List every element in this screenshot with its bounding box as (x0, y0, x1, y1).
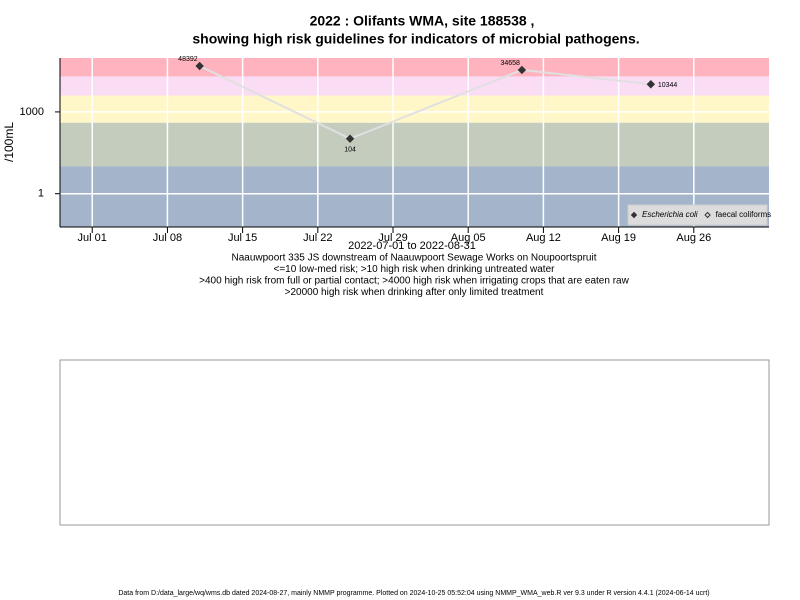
note: Naauwpoort 335 JS downstream of Naauwpoo… (231, 253, 596, 264)
series-line (199, 65, 651, 140)
y-tick-label: 1 (38, 188, 44, 200)
x-tick-label: Aug 12 (526, 232, 561, 244)
x-axis-label: 2022-07-01 to 2022-08-31 (348, 240, 476, 252)
x-tick-label: Jul 29 (378, 232, 407, 244)
data-point (345, 134, 355, 143)
risk-band (60, 122, 769, 167)
note: >400 high risk from full or partial cont… (199, 276, 629, 287)
data-label: 104 (344, 147, 356, 154)
y-tick-label: 1000 (20, 106, 44, 118)
x-tick-label: Aug 19 (601, 232, 636, 244)
x-tick-label: Aug 05 (451, 232, 486, 244)
data-point (195, 61, 204, 71)
data-label: 10344 (658, 82, 678, 89)
legend-box (627, 204, 768, 226)
risk-band (60, 95, 769, 123)
legend-marker (630, 211, 638, 219)
empty-panel (59, 359, 770, 526)
x-tick-label: Jul 15 (228, 232, 257, 244)
y-axis-label: /100mL (2, 122, 16, 162)
risk-band (60, 58, 769, 77)
chart-subtitle: showing high risk guidelines for indicat… (192, 31, 639, 47)
risk-band (60, 76, 769, 96)
note: >20000 high risk when drinking after onl… (285, 287, 544, 298)
legend-label: faecal coliforms (716, 210, 772, 219)
x-tick-label: Jul 01 (78, 232, 107, 244)
footer: Data from D:/data_large/wq/wms.db dated … (118, 590, 709, 597)
x-tick-label: Aug 26 (676, 232, 711, 244)
data-label: 48392 (178, 56, 198, 63)
legend-marker (704, 211, 711, 219)
chart-title: 2022 : Olifants WMA, site 188538 , (310, 13, 535, 29)
legend-label: Escherichia coli (642, 210, 698, 219)
data-point (517, 65, 527, 75)
data-label: 34658 (500, 60, 520, 67)
x-tick-label: Jul 22 (303, 232, 332, 244)
data-point (646, 80, 656, 89)
note: <=10 low-med risk; >10 high risk when dr… (274, 264, 556, 275)
x-tick-label: Jul 08 (153, 232, 182, 244)
